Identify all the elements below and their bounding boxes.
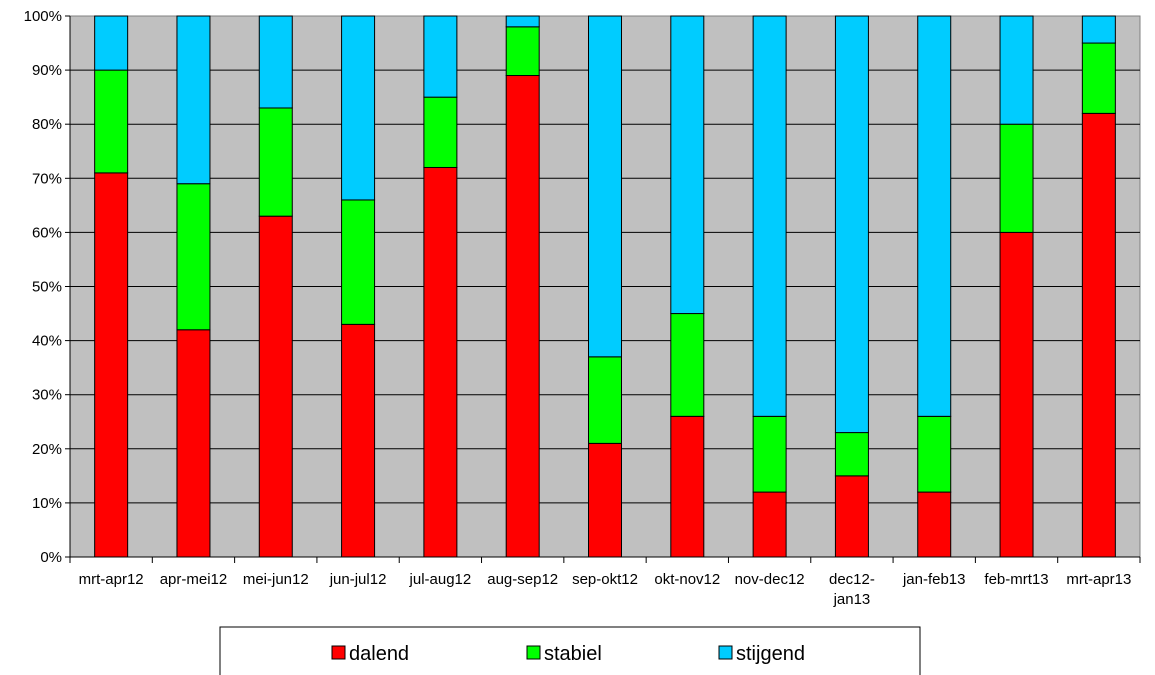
bar-segment-stabiel — [258, 107, 293, 217]
legend-label: dalend — [349, 643, 409, 665]
x-tick-label: mrt-apr13 — [1066, 571, 1131, 588]
bar-segment-stabiel — [505, 26, 540, 77]
bar-segment-dalend — [588, 442, 622, 558]
bar-segment-dalend — [670, 415, 705, 558]
bar-segment-stabiel — [588, 356, 622, 444]
bar-segment-stijgend — [1081, 15, 1116, 44]
x-tick-label: nov-dec12 — [735, 571, 805, 588]
x-tick-label: mrt-apr12 — [79, 571, 144, 588]
bar-segment-stabiel — [670, 313, 705, 417]
bar-segment-stijgend — [670, 15, 705, 315]
bar-segment-stabiel — [917, 415, 952, 493]
bar-segment-stijgend — [258, 15, 293, 109]
bar-segment-dalend — [505, 75, 540, 558]
x-axis: mrt-apr12 apr-mei12 mei-jun12 jun-jul12 jul-… — [69, 556, 1141, 608]
bar-stack — [94, 15, 129, 558]
bar-segment-stabiel — [423, 96, 458, 168]
bar-segment-stijgend — [94, 15, 129, 71]
bar-segment-dalend — [258, 215, 293, 558]
y-tick-label: 60% — [32, 224, 62, 241]
x-tick-label: apr-mei12 — [160, 571, 228, 588]
legend: dalend stabiel stijgend — [219, 626, 921, 675]
bar-stack — [423, 15, 458, 558]
x-tick-label: feb-mrt13 — [984, 571, 1048, 588]
y-tick-label: 10% — [32, 495, 62, 512]
bar-segment-stabiel — [176, 183, 211, 331]
bar-stack — [670, 15, 705, 558]
legend-item-stijgend: stijgend — [718, 643, 805, 665]
x-tick-label: jul-aug12 — [409, 571, 472, 588]
bar-stack — [176, 15, 211, 558]
bar-segment-stijgend — [341, 15, 376, 201]
y-tick-label: 90% — [32, 62, 62, 79]
x-tick-label: mei-jun12 — [243, 571, 309, 588]
y-tick-label: 80% — [32, 116, 62, 133]
legend-swatch — [718, 645, 733, 660]
bar-segment-stijgend — [423, 15, 458, 98]
bar-segment-stijgend — [588, 15, 622, 358]
legend-swatch — [331, 645, 346, 660]
bar-stack — [834, 15, 869, 558]
bar-segment-stabiel — [834, 432, 869, 477]
y-tick-label: 50% — [32, 279, 62, 296]
bar-segment-dalend — [423, 166, 458, 558]
bar-stack — [752, 15, 787, 558]
y-tick-label: 30% — [32, 387, 62, 404]
x-tick-label: dec12-jan13 — [829, 571, 875, 608]
x-tick-label: sep-okt12 — [572, 571, 638, 588]
bar-segment-stijgend — [999, 15, 1034, 125]
bar-stack — [341, 15, 376, 558]
bar-stack — [588, 15, 622, 558]
y-tick-label: 0% — [40, 549, 62, 566]
y-tick-label: 40% — [32, 333, 62, 350]
bar-segment-dalend — [752, 491, 787, 558]
bar-stack — [917, 15, 952, 558]
legend-swatch — [526, 645, 541, 660]
bar-segment-stabiel — [1081, 42, 1116, 114]
bar-stack — [1081, 15, 1116, 558]
bars — [94, 15, 1116, 558]
bar-segment-stijgend — [176, 15, 211, 185]
bar-segment-dalend — [176, 329, 211, 558]
bar-segment-stabiel — [752, 415, 787, 493]
bar-segment-dalend — [834, 475, 869, 558]
legend-label: stabiel — [544, 643, 602, 665]
y-axis: 0% 10% 20% 30% 40% 50% 60% 70% 80% 90% 100% — [24, 8, 71, 566]
x-tick-label: aug-sep12 — [487, 571, 558, 588]
bar-segment-dalend — [917, 491, 952, 558]
bar-segment-stijgend — [505, 15, 540, 28]
bar-segment-stabiel — [999, 123, 1034, 233]
bar-segment-stabiel — [341, 199, 376, 325]
bar-segment-dalend — [94, 172, 129, 558]
bar-segment-stabiel — [94, 69, 129, 174]
x-tick-label: okt-nov12 — [654, 571, 720, 588]
y-tick-label: 100% — [24, 8, 62, 25]
y-tick-label: 20% — [32, 441, 62, 458]
bar-segment-stijgend — [917, 15, 952, 417]
x-tick-label: jan-feb13 — [902, 571, 966, 588]
bar-segment-stijgend — [752, 15, 787, 417]
y-tick-label: 70% — [32, 170, 62, 187]
bar-segment-dalend — [999, 231, 1034, 558]
bar-stack — [258, 15, 293, 558]
bar-stack — [505, 15, 540, 558]
bar-segment-dalend — [1081, 112, 1116, 558]
legend-item-dalend: dalend — [331, 643, 409, 665]
bar-stack — [999, 15, 1034, 558]
bar-segment-dalend — [341, 323, 376, 558]
x-tick-label: jun-jul12 — [329, 571, 387, 588]
legend-label: stijgend — [736, 643, 805, 665]
legend-item-stabiel: stabiel — [526, 643, 602, 665]
bar-segment-stijgend — [834, 15, 869, 434]
